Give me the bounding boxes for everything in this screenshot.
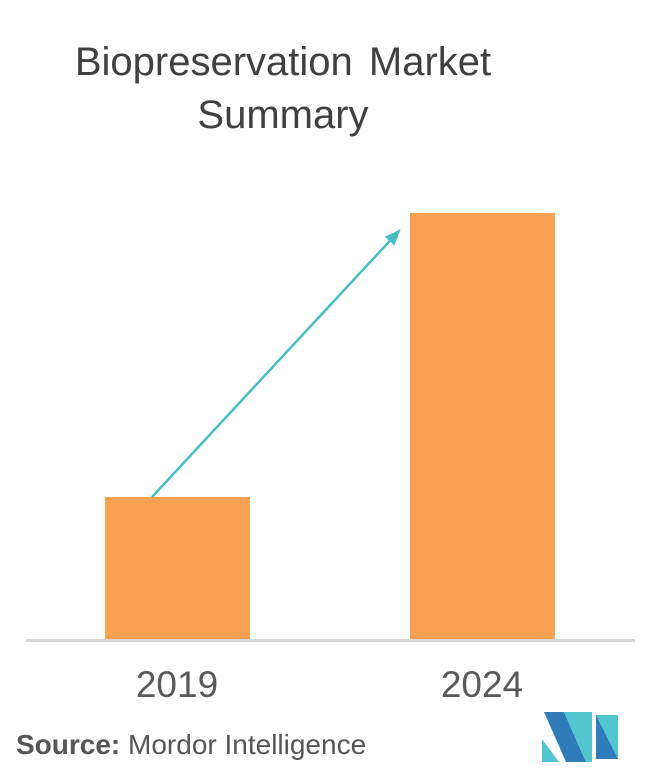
x-axis-line bbox=[26, 639, 635, 642]
chart-title-line-2: Summary bbox=[197, 92, 369, 137]
bar-2024 bbox=[410, 213, 555, 640]
chart-title: Biopreservation Market Summary bbox=[0, 36, 566, 142]
source-text: Mordor Intelligence bbox=[120, 729, 367, 760]
chart-title-line-1: Biopreservation Market bbox=[74, 40, 492, 84]
source-attribution: Source: Mordor Intelligence bbox=[16, 729, 366, 761]
x-tick-2024: 2024 bbox=[440, 664, 524, 705]
bar-2019 bbox=[105, 497, 250, 640]
mordor-intelligence-logo bbox=[542, 712, 618, 762]
x-tick-2019: 2019 bbox=[135, 664, 219, 705]
source-label: Source: bbox=[16, 729, 121, 760]
